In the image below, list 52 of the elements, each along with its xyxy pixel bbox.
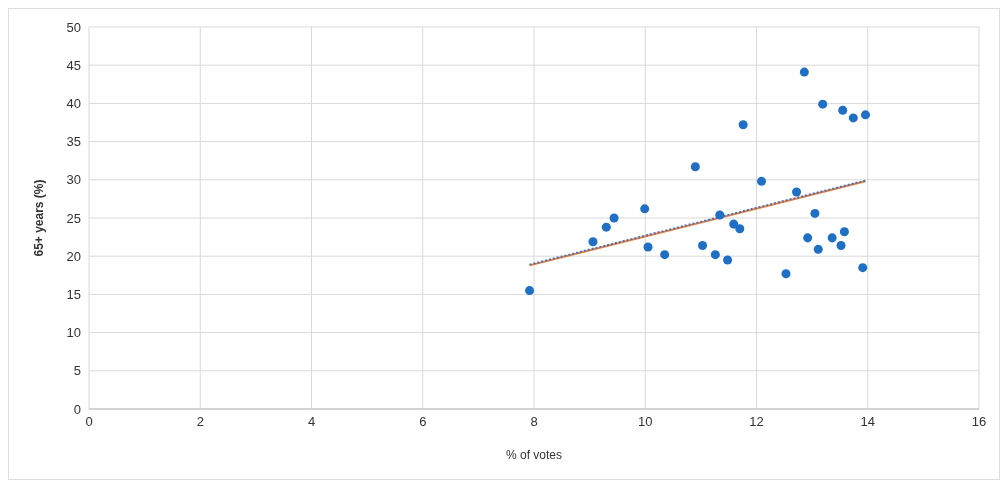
y-tick-label: 40 [66, 96, 81, 112]
y-tick-label: 50 [66, 19, 81, 35]
y-tick-label: 10 [66, 325, 81, 341]
y-axis-title: 65+ years (%) [32, 179, 47, 257]
point [799, 67, 809, 77]
point [827, 233, 837, 243]
y-tick-label: 30 [66, 172, 81, 188]
point [839, 227, 849, 237]
point [715, 210, 725, 220]
point [836, 241, 846, 251]
x-tick-label: 12 [749, 414, 764, 430]
x-tick-label: 16 [971, 414, 987, 430]
point [698, 241, 708, 251]
point [848, 113, 858, 123]
y-tick-label: 25 [66, 210, 81, 226]
x-tick-label: 8 [530, 414, 538, 430]
x-tick-label: 2 [196, 414, 204, 430]
point [781, 269, 791, 279]
point [792, 187, 802, 197]
y-tick-label: 15 [66, 287, 81, 303]
point [643, 242, 653, 252]
point [803, 233, 813, 243]
point [690, 162, 700, 172]
point [838, 105, 848, 115]
point [818, 99, 828, 109]
y-tick-label: 5 [73, 363, 81, 379]
point [601, 222, 611, 232]
y-tick-label: 45 [66, 57, 81, 73]
point [525, 286, 535, 296]
point [738, 120, 748, 130]
point [858, 263, 868, 273]
point [710, 250, 720, 260]
point [810, 208, 820, 218]
point [729, 219, 739, 229]
y-tick-label: 35 [66, 134, 81, 150]
point [588, 237, 598, 247]
point [861, 110, 871, 120]
x-tick-label: 6 [419, 414, 427, 430]
y-tick-label: 20 [66, 248, 81, 264]
x-tick-label: 0 [85, 414, 93, 430]
point [723, 255, 733, 265]
x-tick-label: 14 [860, 414, 875, 430]
x-tick-label: 10 [638, 414, 653, 430]
point [735, 224, 745, 234]
point [813, 244, 823, 254]
point [660, 250, 670, 260]
point [756, 176, 767, 186]
y-tick-label: 0 [73, 401, 81, 417]
point [609, 213, 619, 223]
x-axis-title: % of votes [505, 448, 563, 462]
point [640, 204, 650, 214]
x-tick-label: 4 [307, 414, 316, 430]
